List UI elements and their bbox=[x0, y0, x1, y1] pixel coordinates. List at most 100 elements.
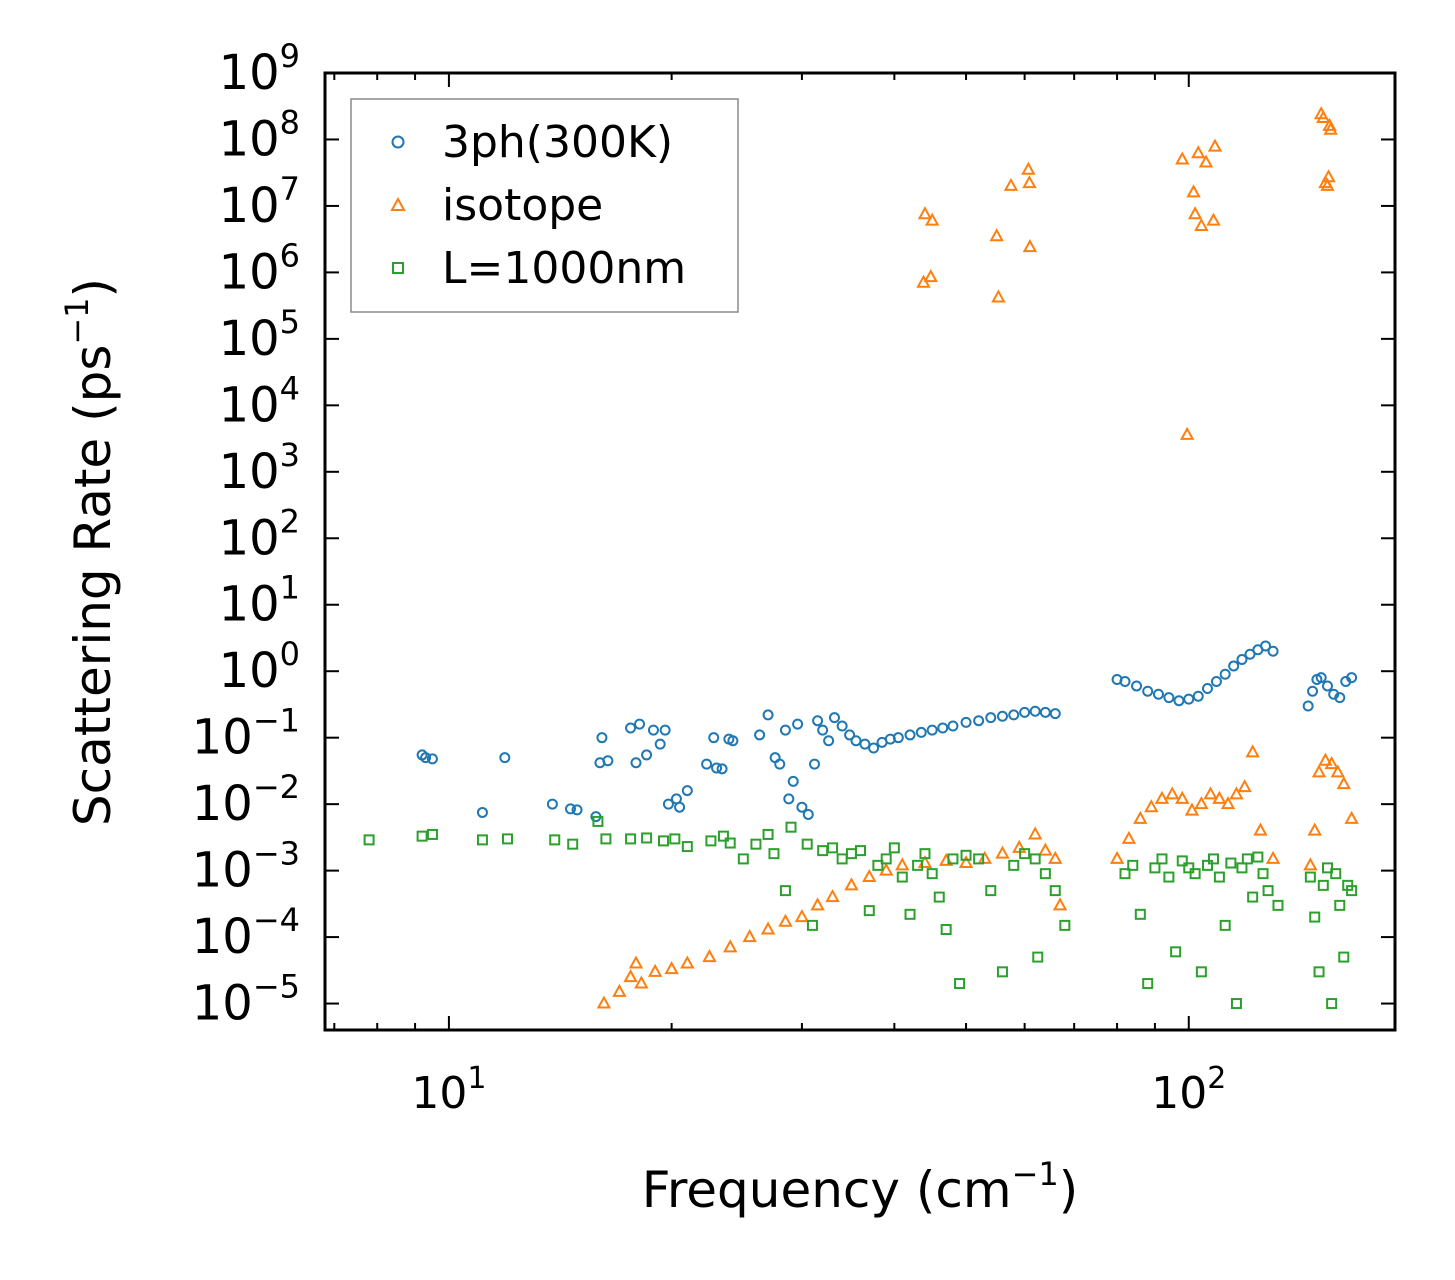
data-point bbox=[596, 732, 608, 744]
data-point bbox=[774, 758, 786, 770]
data-point bbox=[1203, 786, 1218, 800]
data-point bbox=[827, 842, 839, 854]
y-tick-label: 10−4 bbox=[192, 901, 300, 965]
data-point bbox=[1131, 680, 1143, 692]
data-point bbox=[801, 838, 813, 850]
data-point bbox=[1163, 871, 1175, 883]
data-point bbox=[923, 269, 938, 283]
data-point bbox=[1173, 695, 1185, 707]
legend-label-l1000nm: L=1000nm bbox=[442, 243, 686, 294]
y-tick-label: 10−3 bbox=[192, 835, 300, 899]
data-point bbox=[778, 913, 793, 927]
data-point bbox=[596, 995, 612, 1009]
data-point bbox=[363, 834, 375, 846]
data-point bbox=[1267, 645, 1279, 657]
data-point bbox=[1021, 161, 1036, 175]
y-tick-label: 10−1 bbox=[192, 702, 300, 766]
legend-label-3ph: 3ph(300K) bbox=[442, 117, 673, 168]
data-point bbox=[996, 966, 1008, 978]
data-point bbox=[995, 845, 1010, 859]
data-point bbox=[501, 833, 513, 845]
legend-label-isotope: isotope bbox=[442, 180, 603, 231]
data-point bbox=[657, 835, 669, 847]
data-point bbox=[1187, 206, 1203, 220]
data-point bbox=[1175, 790, 1190, 804]
data-point bbox=[664, 961, 679, 975]
data-point bbox=[1038, 842, 1053, 856]
data-point bbox=[919, 848, 931, 860]
data-point bbox=[662, 798, 674, 810]
data-point bbox=[426, 828, 438, 840]
data-point bbox=[724, 837, 736, 849]
data-point bbox=[659, 724, 671, 736]
data-point bbox=[1320, 177, 1335, 191]
y-tick-label: 104 bbox=[219, 369, 300, 433]
data-point bbox=[812, 715, 824, 727]
data-point bbox=[705, 835, 717, 847]
data-point bbox=[850, 735, 862, 747]
data-point bbox=[1144, 799, 1159, 813]
legend-marker-l1000nm bbox=[392, 262, 404, 274]
data-point bbox=[1142, 685, 1154, 697]
data-point bbox=[904, 729, 916, 741]
data-point bbox=[973, 853, 985, 865]
data-point bbox=[1236, 862, 1248, 874]
data-point bbox=[762, 709, 774, 721]
data-point bbox=[1257, 868, 1269, 880]
data-marks bbox=[363, 106, 1359, 1010]
data-point bbox=[796, 801, 808, 813]
data-point bbox=[925, 212, 940, 226]
data-point bbox=[1184, 802, 1200, 816]
data-point bbox=[1165, 786, 1180, 800]
data-point bbox=[1237, 779, 1252, 793]
y-axis-label-sup: −1 bbox=[58, 297, 96, 344]
data-point bbox=[476, 806, 488, 818]
data-point bbox=[630, 757, 642, 769]
x-tick-label: 101 bbox=[411, 1061, 486, 1119]
data-point bbox=[625, 722, 637, 734]
data-point bbox=[904, 908, 916, 920]
data-point bbox=[1219, 919, 1231, 931]
data-point bbox=[1052, 897, 1068, 911]
data-point bbox=[1201, 859, 1213, 871]
data-point bbox=[1213, 871, 1225, 883]
data-point bbox=[1316, 109, 1331, 124]
data-point bbox=[1152, 688, 1164, 700]
y-tick-label: 10−2 bbox=[192, 768, 300, 832]
data-point bbox=[1344, 810, 1359, 824]
data-point bbox=[896, 871, 908, 883]
x-axis-label: Frequency (cm−1) bbox=[642, 1155, 1079, 1219]
data-point bbox=[1207, 138, 1223, 152]
data-point bbox=[1127, 859, 1139, 871]
data-point bbox=[1313, 966, 1325, 978]
data-point bbox=[872, 859, 884, 871]
data-point bbox=[1003, 177, 1019, 191]
data-point bbox=[1309, 911, 1321, 923]
data-point bbox=[779, 885, 791, 897]
data-point bbox=[1321, 169, 1336, 183]
data-point bbox=[823, 735, 835, 747]
data-point bbox=[1307, 822, 1322, 836]
data-point bbox=[1170, 946, 1182, 958]
y-tick-label: 109 bbox=[219, 37, 300, 101]
data-point bbox=[828, 712, 840, 724]
data-point bbox=[1163, 692, 1175, 704]
data-point bbox=[1311, 764, 1327, 778]
y-tick-label: 108 bbox=[219, 103, 300, 167]
data-point bbox=[742, 929, 757, 943]
data-point bbox=[680, 955, 695, 969]
data-point bbox=[1253, 822, 1268, 836]
data-point bbox=[1336, 776, 1351, 790]
data-point bbox=[1195, 966, 1207, 978]
axis-ticks: 101 10210−510−410−310−210−110010110210310… bbox=[192, 37, 1395, 1119]
data-point bbox=[1189, 868, 1201, 880]
data-point bbox=[711, 762, 723, 774]
data-point bbox=[1121, 830, 1137, 844]
data-point bbox=[1260, 640, 1272, 652]
data-point bbox=[634, 718, 646, 730]
data-point bbox=[1307, 685, 1319, 697]
data-point bbox=[937, 722, 949, 734]
data-point bbox=[628, 955, 644, 969]
data-point bbox=[895, 857, 910, 871]
